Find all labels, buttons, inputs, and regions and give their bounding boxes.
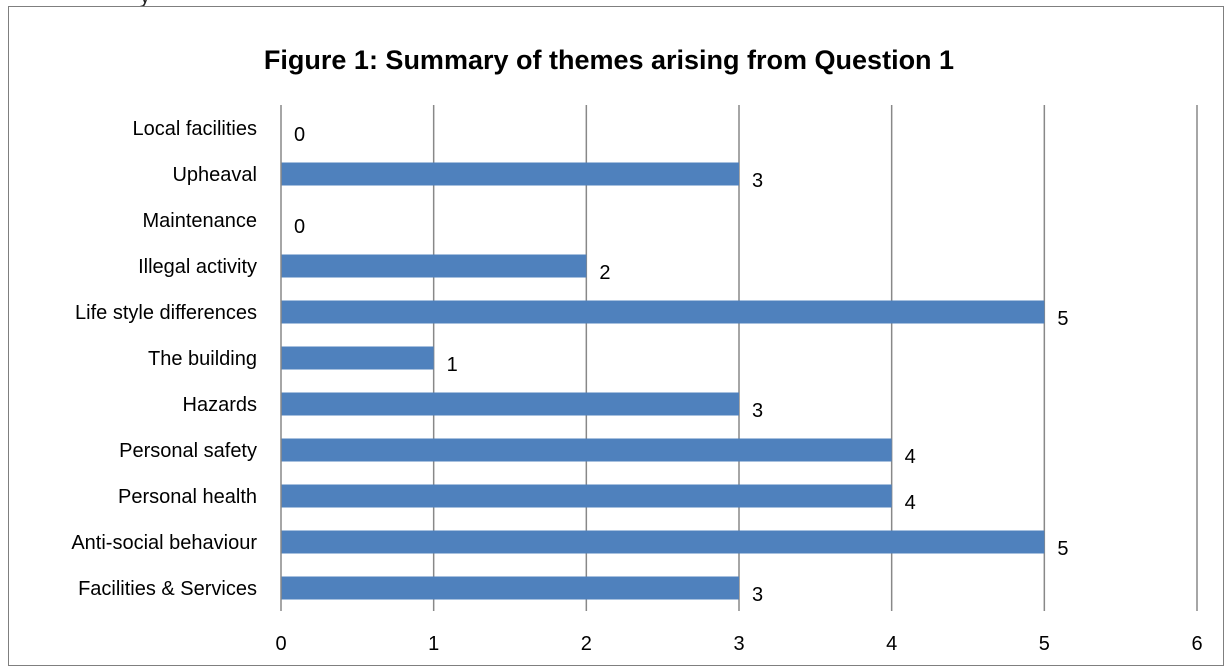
cropped-text-fragment: y xyxy=(0,0,420,6)
category-label: Anti-social behaviour xyxy=(71,532,257,554)
data-label: 4 xyxy=(905,492,916,514)
bar-chart: Figure 1: Summary of themes arising from… xyxy=(71,45,1202,655)
category-label: Facilities & Services xyxy=(78,578,257,600)
category-label: Upheaval xyxy=(172,164,257,186)
category-label: Maintenance xyxy=(142,210,257,232)
x-tick-label: 2 xyxy=(581,633,592,655)
category-label: Personal safety xyxy=(119,440,257,462)
bar xyxy=(281,346,434,370)
category-label: Life style differences xyxy=(75,302,257,324)
x-tick-label: 4 xyxy=(886,633,897,655)
bar xyxy=(281,300,1045,324)
data-label: 0 xyxy=(294,216,305,238)
category-labels: Local facilities Upheaval Maintenance Illeg… xyxy=(71,118,257,600)
bar xyxy=(281,484,892,508)
category-label: Hazards xyxy=(183,394,257,416)
data-label: 5 xyxy=(1057,538,1068,560)
bar xyxy=(281,438,892,462)
category-label: Illegal activity xyxy=(138,256,257,278)
data-label: 2 xyxy=(599,262,610,284)
data-label: 0 xyxy=(294,124,305,146)
x-tick-label: 6 xyxy=(1191,633,1202,655)
data-label: 3 xyxy=(752,400,763,422)
category-label: Local facilities xyxy=(132,118,257,140)
category-label: Personal health xyxy=(118,486,257,508)
x-axis-tick-labels: 0 1 2 3 4 5 6 xyxy=(275,633,1202,655)
bars xyxy=(281,162,1045,600)
chart-frame: Figure 1: Summary of themes arising from… xyxy=(8,6,1224,666)
x-tick-label: 5 xyxy=(1039,633,1050,655)
data-label: 4 xyxy=(905,446,916,468)
x-tick-label: 3 xyxy=(733,633,744,655)
category-label: The building xyxy=(148,348,257,370)
x-tick-label: 0 xyxy=(275,633,286,655)
chart-title: Figure 1: Summary of themes arising from… xyxy=(264,45,954,75)
x-tick-label: 1 xyxy=(428,633,439,655)
bar xyxy=(281,576,739,600)
data-label: 3 xyxy=(752,170,763,192)
data-labels: 0 3 0 2 5 1 3 4 4 5 3 xyxy=(294,124,1068,606)
bar xyxy=(281,530,1045,554)
bar xyxy=(281,254,587,278)
data-label: 3 xyxy=(752,584,763,606)
bar xyxy=(281,162,739,186)
data-label: 1 xyxy=(447,354,458,376)
gridlines xyxy=(432,105,1198,611)
bar xyxy=(281,392,739,416)
data-label: 5 xyxy=(1057,308,1068,330)
